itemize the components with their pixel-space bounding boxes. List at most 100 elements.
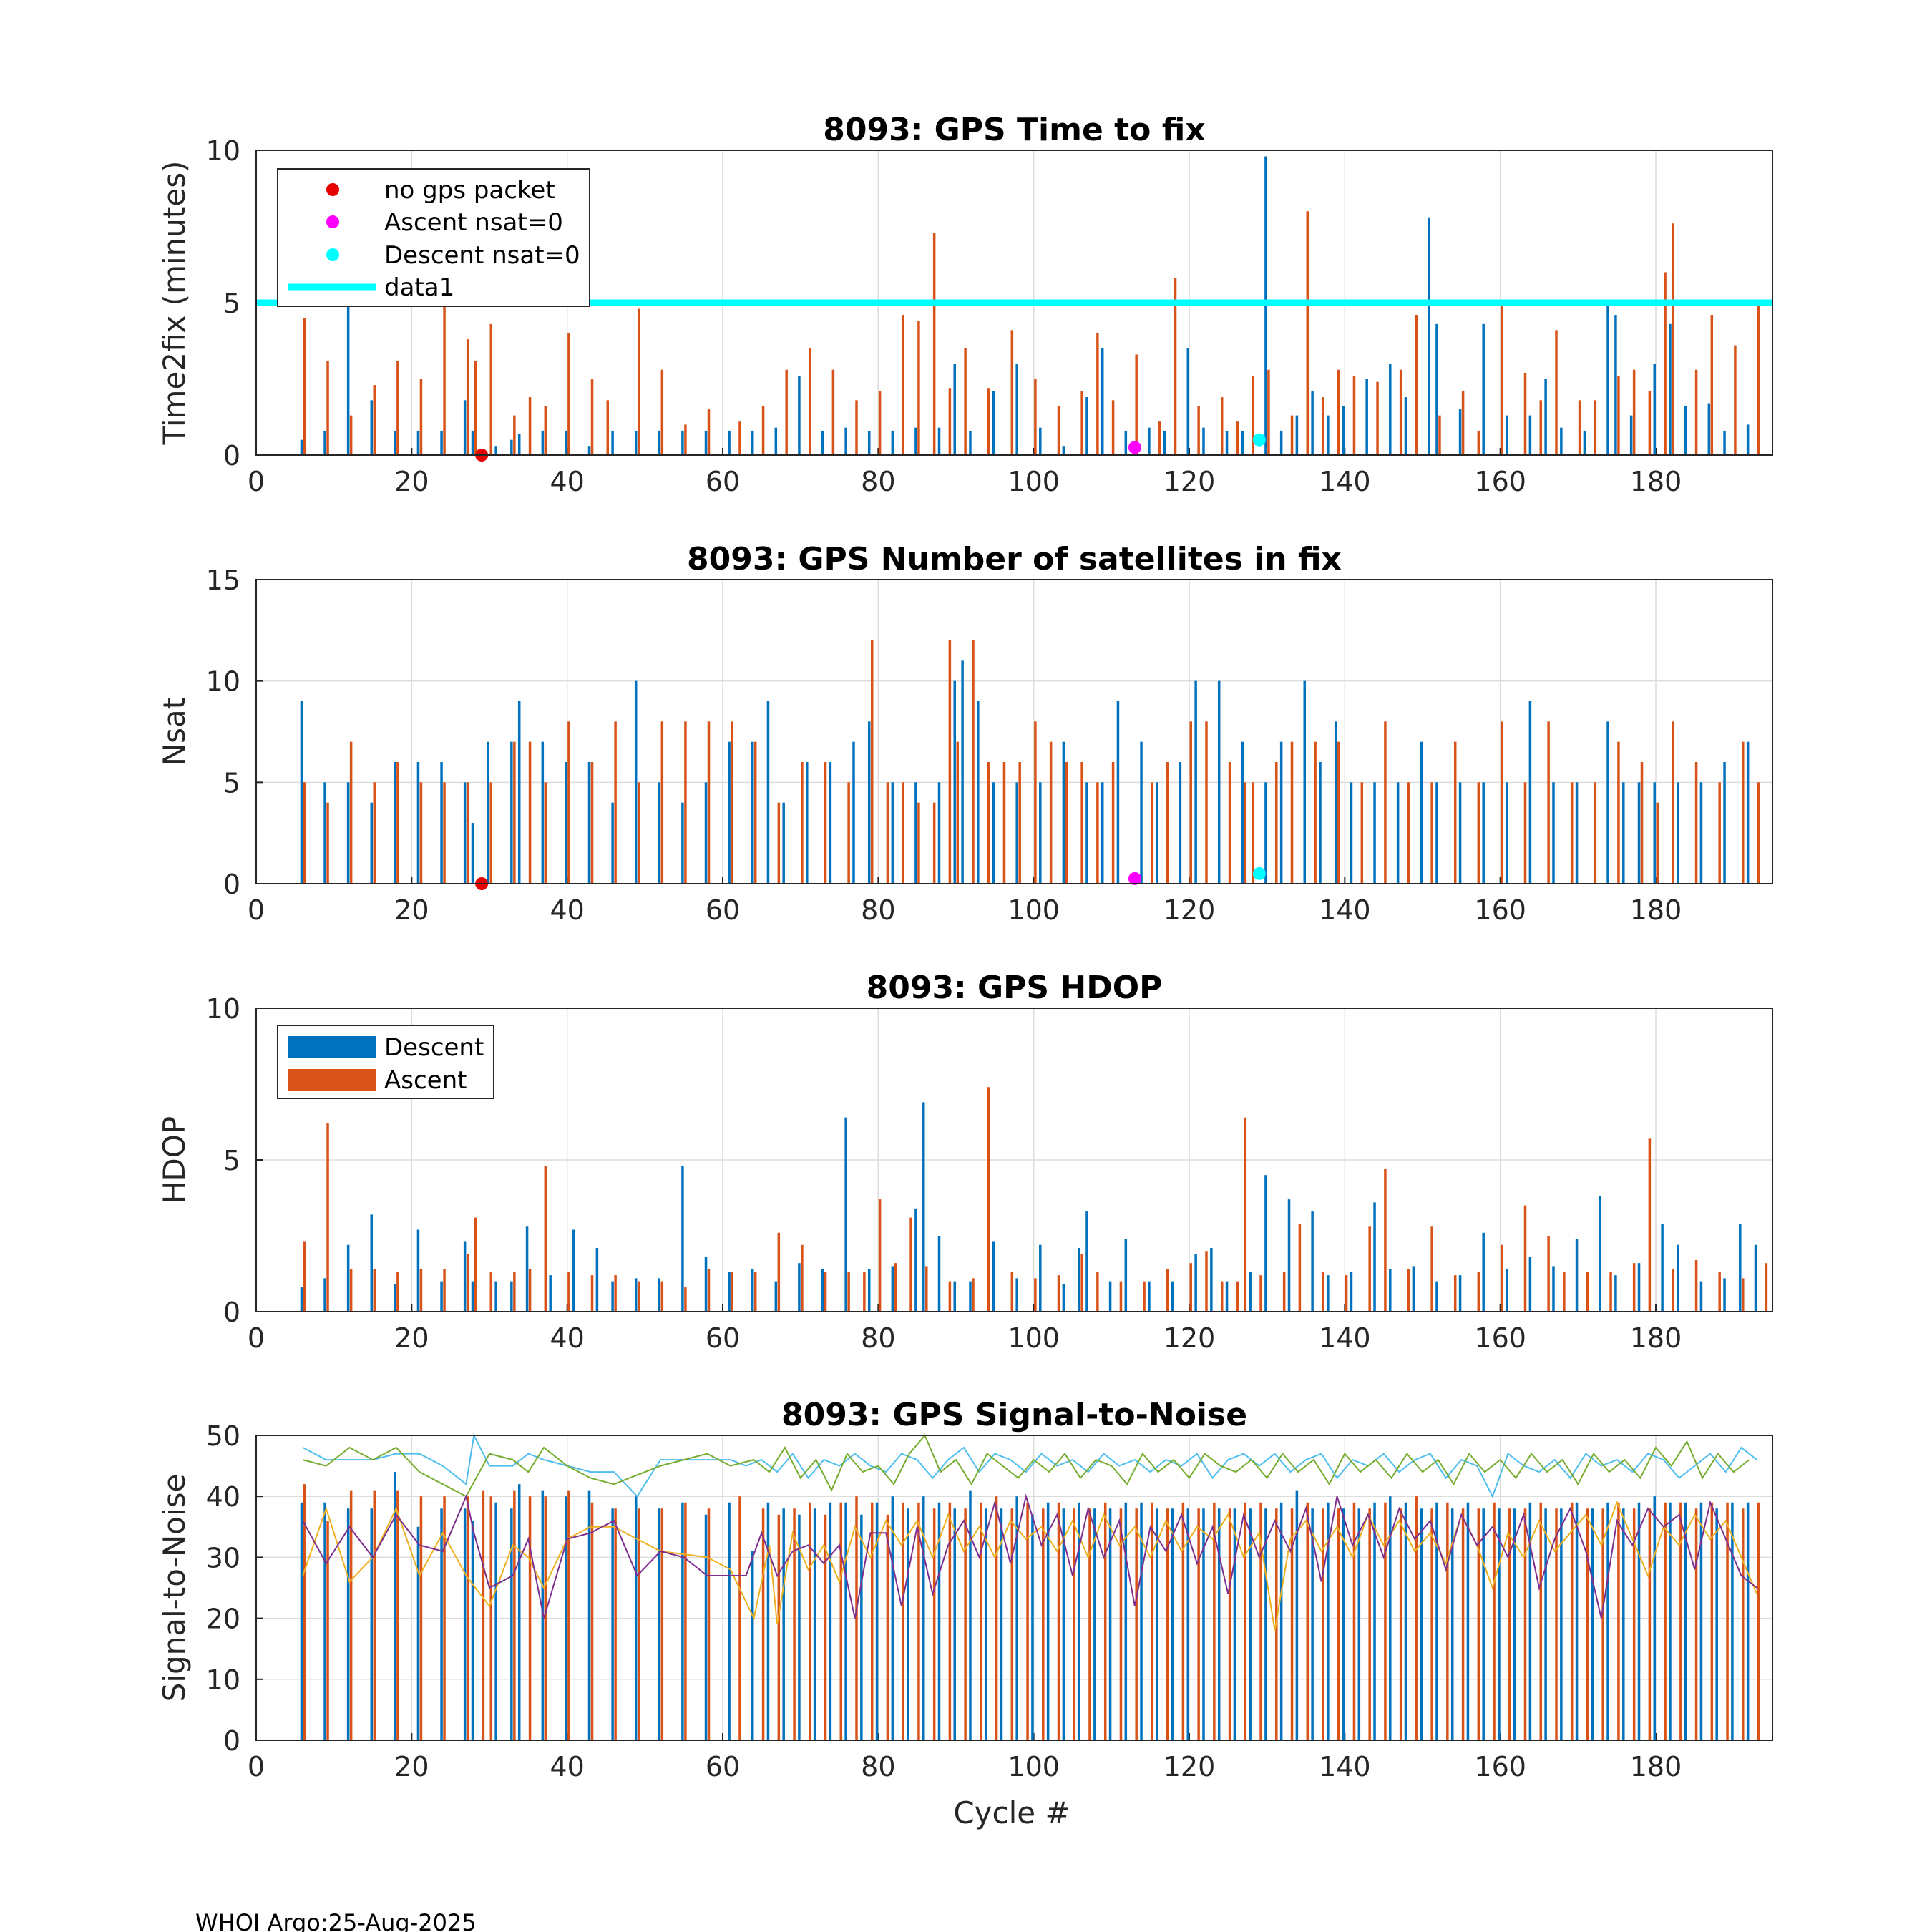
bar-descent	[416, 1526, 420, 1740]
bar-ascent	[1337, 369, 1340, 455]
bar-descent	[416, 1229, 420, 1312]
axes-frame	[255, 579, 1773, 884]
bar-ascent	[1477, 782, 1480, 884]
bar-descent	[1699, 782, 1703, 884]
bar-ascent	[948, 1281, 952, 1312]
bar-ascent	[373, 1490, 376, 1740]
bar-descent	[1148, 1281, 1151, 1312]
bar-descent	[587, 446, 591, 455]
bar-descent	[937, 782, 941, 884]
bar-descent	[1653, 782, 1656, 884]
bar-descent	[572, 1229, 575, 1312]
bar-ascent	[987, 1087, 990, 1312]
bar-ascent	[1252, 782, 1254, 884]
bar-descent	[300, 1502, 303, 1740]
x-tick-label: 20	[394, 894, 429, 926]
x-tick-label: 100	[1008, 1322, 1060, 1354]
bar-ascent	[1337, 741, 1340, 884]
x-axis-label: Cycle #	[953, 1795, 1070, 1830]
bar-ascent	[443, 1496, 446, 1740]
bar-descent	[1404, 397, 1407, 455]
y-tick-label: 40	[206, 1481, 240, 1513]
bar-ascent	[878, 391, 882, 455]
bar-descent	[487, 741, 489, 884]
bar-descent	[1365, 379, 1368, 455]
legend-swatch-descent	[288, 1036, 376, 1058]
legend-swatch-ascent	[288, 1069, 376, 1091]
bar-ascent	[1710, 315, 1714, 455]
bar-ascent	[1477, 1508, 1480, 1740]
bar-descent	[1506, 1269, 1508, 1312]
bar-descent	[394, 430, 396, 455]
bar-descent	[704, 782, 708, 884]
bar-ascent	[1407, 782, 1410, 884]
bar-descent	[1677, 1244, 1679, 1312]
bar-descent	[1482, 1232, 1485, 1312]
bar-ascent	[948, 1502, 952, 1740]
bar-descent	[1435, 1502, 1438, 1740]
bar-ascent	[396, 1490, 399, 1740]
bar-descent	[634, 1278, 638, 1312]
bar-ascent	[489, 782, 492, 884]
bar-descent	[1575, 1502, 1579, 1740]
bar-descent	[1637, 782, 1641, 884]
bar-descent	[346, 782, 350, 884]
bar-descent	[1279, 1502, 1283, 1740]
bar-descent	[440, 1508, 443, 1740]
bar-descent	[1015, 1496, 1018, 1740]
bar-descent	[1124, 1502, 1128, 1740]
bar-ascent	[1259, 1502, 1262, 1740]
bar-ascent	[474, 1217, 477, 1312]
bar-ascent	[1057, 406, 1060, 455]
bar-ascent	[855, 400, 858, 455]
bar-ascent	[1119, 1508, 1123, 1740]
bar-ascent	[1672, 1269, 1674, 1312]
bar-descent	[821, 1269, 824, 1312]
x-tick-label: 60	[706, 1751, 740, 1782]
bar-ascent	[1563, 1272, 1566, 1312]
bar-ascent	[684, 721, 687, 884]
bar-descent	[1458, 1275, 1462, 1312]
bar-ascent	[1322, 1508, 1324, 1740]
bar-descent	[829, 1502, 832, 1740]
bar-ascent	[777, 1514, 781, 1740]
bar-descent	[852, 741, 855, 884]
legend-marker-no-gps	[326, 183, 339, 196]
bar-descent	[323, 1278, 326, 1312]
bar-descent	[634, 680, 638, 884]
x-tick-label: 40	[550, 1751, 584, 1782]
bar-descent	[1458, 409, 1462, 455]
bar-descent	[1156, 1508, 1158, 1740]
bar-ascent	[1399, 369, 1402, 455]
legend-label-ascent: Ascent	[384, 1066, 467, 1095]
bar-ascent	[1236, 1281, 1239, 1312]
bar-ascent	[1632, 1263, 1636, 1312]
bar-descent	[1062, 1508, 1065, 1740]
bar-ascent	[980, 1502, 982, 1740]
bar-ascent	[614, 1508, 617, 1740]
bar-ascent	[1594, 400, 1597, 455]
x-tick-label: 20	[394, 1751, 429, 1782]
bar-ascent	[684, 1287, 687, 1312]
bar-descent	[1039, 782, 1042, 884]
bar-ascent	[995, 1496, 998, 1740]
bar-descent	[953, 364, 956, 455]
bar-descent	[704, 430, 708, 455]
bar-ascent	[1757, 782, 1760, 884]
bar-descent	[1450, 1508, 1454, 1740]
panel-hdop: 0 20 40 60 80 100 120 140 160 180 0 5 10 8093: GPS HD…	[157, 970, 1773, 1354]
bar-descent	[1552, 1266, 1555, 1312]
bar-ascent	[1586, 1508, 1589, 1740]
bar-descent	[751, 430, 754, 455]
bar-descent	[394, 762, 396, 884]
y-tick-label: 10	[206, 666, 240, 698]
bar-descent	[1078, 1247, 1080, 1312]
bar-descent	[300, 1287, 303, 1312]
bar-ascent	[637, 308, 640, 455]
bar-ascent	[567, 1272, 570, 1312]
bar-ascent	[1461, 391, 1465, 455]
bar-ascent	[489, 1496, 492, 1740]
bar-ascent	[917, 802, 920, 884]
bar-descent	[634, 430, 638, 455]
bar-ascent	[1523, 372, 1527, 455]
